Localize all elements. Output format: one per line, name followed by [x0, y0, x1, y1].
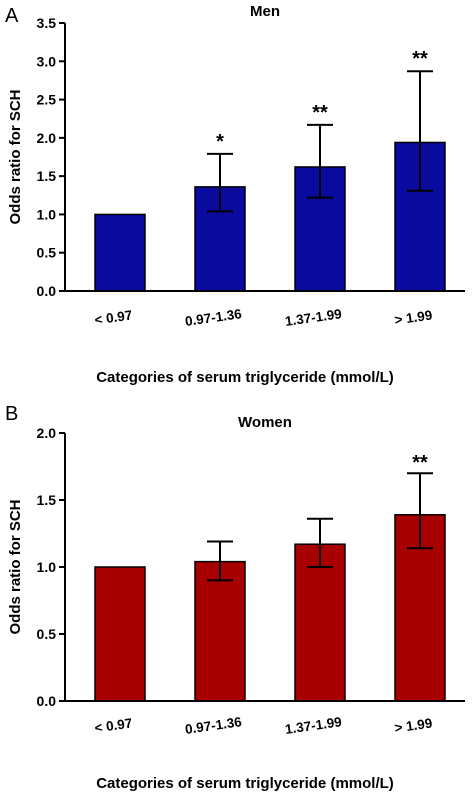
panel-letter: B: [5, 403, 18, 425]
y-tick-label: 0.0: [37, 283, 57, 299]
x-tick-label: < 0.97: [94, 715, 134, 735]
x-tick-label: > 1.99: [394, 307, 434, 327]
y-tick-label: 2.5: [37, 92, 57, 108]
x-tick-label: < 0.97: [94, 307, 134, 327]
bar-2: [194, 560, 246, 702]
significance-marker: **: [412, 452, 428, 474]
x-tick-label: 1.37-1.99: [284, 714, 343, 737]
bar-1: [94, 213, 146, 292]
x-tick-label: > 1.99: [394, 715, 434, 735]
panel-letter: A: [5, 5, 19, 27]
y-tick-label: 3.0: [37, 53, 57, 69]
y-tick-label: 3.5: [37, 15, 57, 31]
panel-b: B Women 0.0 0.5 1.0 1.5 2.0 Odds ratio for SCH <…: [5, 403, 465, 792]
significance-marker: **: [312, 102, 328, 124]
panel-a: A Men 0.0 0.5 1.0 1.5 2.0 2.5 3.0 3.5 Odds ratio f…: [5, 3, 465, 386]
x-tick-label: 1.37-1.99: [284, 306, 343, 329]
x-axis-label: Categories of serum triglyceride (mmol/L…: [96, 369, 394, 386]
y-tick-label: 2.0: [37, 130, 57, 146]
y-tick-label: 0.5: [37, 626, 57, 642]
chart-title: Men: [250, 3, 280, 20]
significance-marker: **: [412, 48, 428, 70]
x-axis-label: Categories of serum triglyceride (mmol/L…: [96, 775, 394, 792]
y-tick-label: 1.0: [37, 206, 57, 222]
bar-1: [94, 566, 146, 702]
y-axis-label: Odds ratio for SCH: [7, 89, 24, 224]
y-tick-label: 1.0: [37, 559, 57, 575]
x-tick-label: 0.97-1.36: [184, 306, 243, 329]
y-tick-label: 0.0: [37, 693, 57, 709]
significance-marker: *: [216, 131, 224, 153]
y-tick-label: 2.0: [37, 425, 57, 441]
y-tick-label: 1.5: [37, 168, 57, 184]
y-tick-label: 0.5: [37, 245, 57, 261]
y-tick-label: 1.5: [37, 492, 57, 508]
x-tick-label: 0.97-1.36: [184, 714, 243, 737]
chart-title: Women: [238, 414, 292, 431]
y-axis-label: Odds ratio for SCH: [7, 499, 24, 634]
